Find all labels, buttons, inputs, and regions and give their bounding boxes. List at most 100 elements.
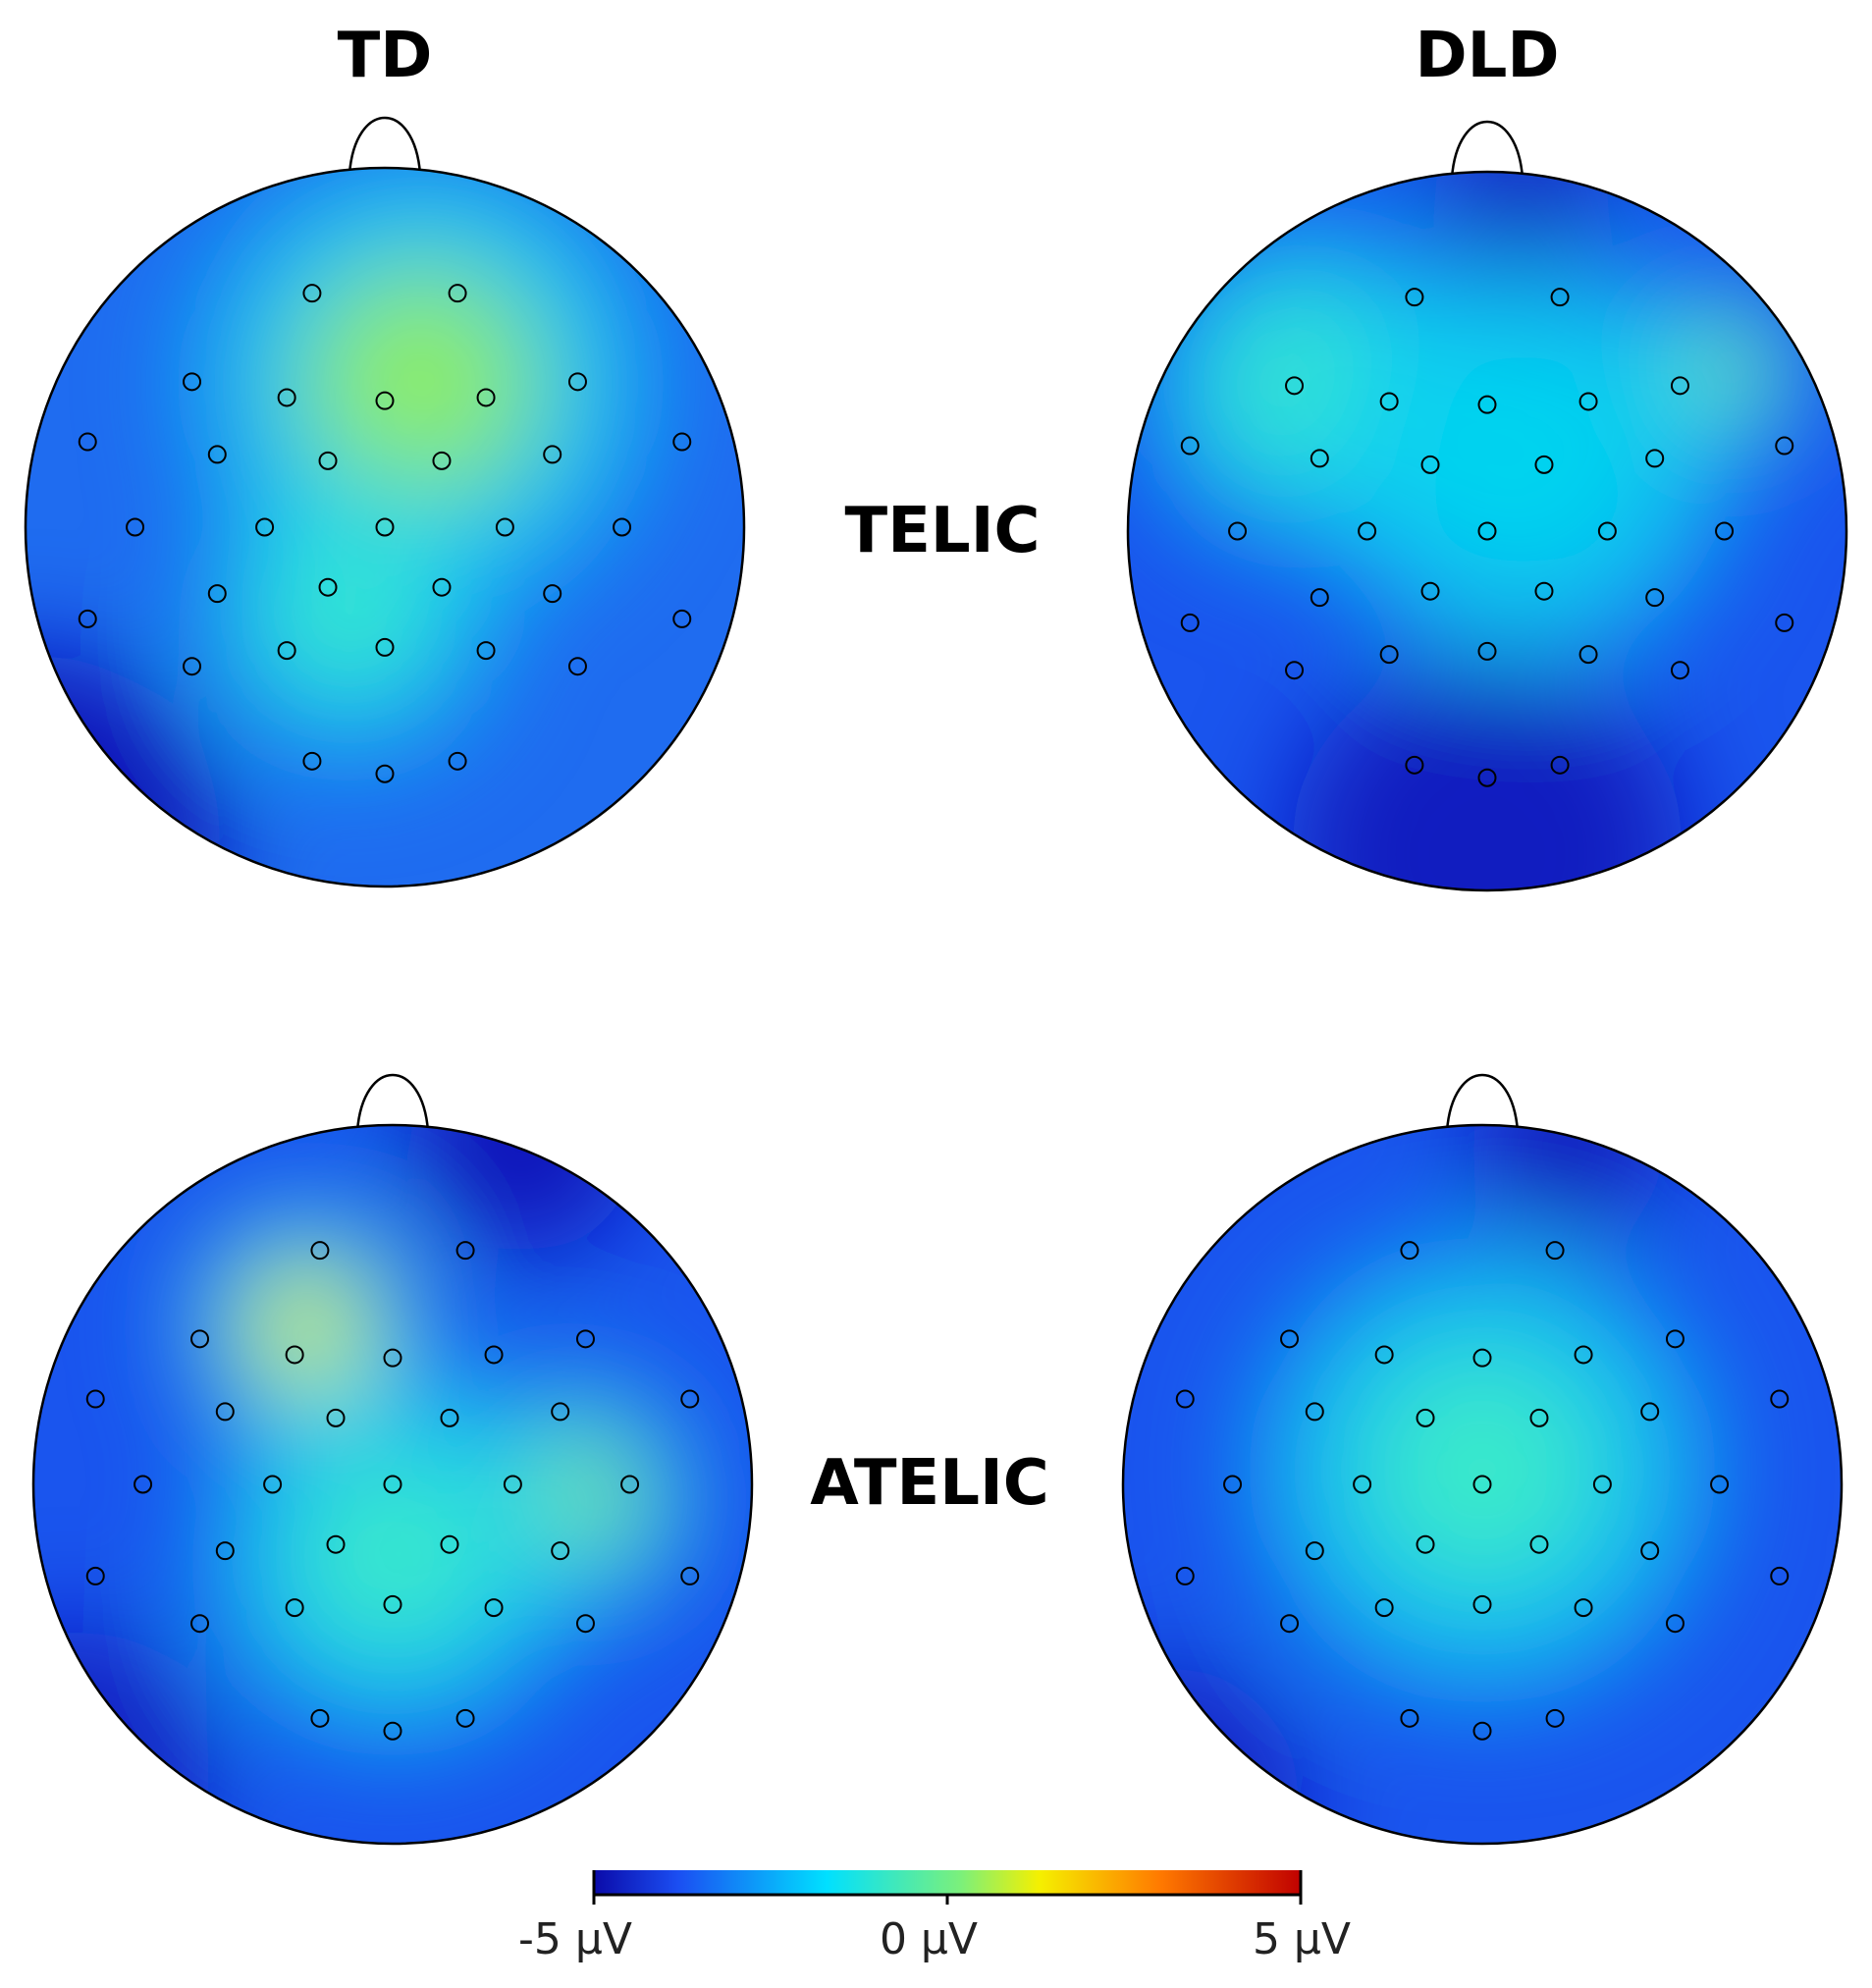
row-label-telic: TELIC <box>845 495 1041 567</box>
topo-map-dld-atelic <box>1121 1074 1844 1846</box>
electrode-marker <box>1775 436 1794 456</box>
potential-peak <box>1364 1351 1601 1589</box>
electrode-marker <box>1534 455 1554 474</box>
electrode-marker <box>126 517 145 537</box>
electrode-marker <box>183 657 202 676</box>
electrode-marker <box>78 609 97 628</box>
electrode-marker <box>1597 521 1617 541</box>
electrode-marker <box>1645 588 1665 608</box>
electrode-marker <box>1715 521 1735 541</box>
electrode-marker <box>1379 645 1399 665</box>
electrode-marker <box>375 764 395 783</box>
electrode-marker <box>383 1594 402 1614</box>
electrode-marker <box>1416 1534 1435 1554</box>
electrode-marker <box>1665 1614 1685 1634</box>
electrode-marker <box>1310 449 1329 468</box>
electrode-marker <box>1400 1708 1419 1728</box>
potential-trough <box>1289 657 1685 890</box>
electrode-marker <box>1180 436 1200 456</box>
electrode-marker <box>1477 768 1497 787</box>
electrode-marker <box>476 388 496 407</box>
electrode-marker <box>1472 1721 1492 1741</box>
electrode-marker <box>620 1475 640 1494</box>
electrode-marker <box>1665 1329 1685 1349</box>
electrode-marker <box>1640 1402 1660 1422</box>
electrode-marker <box>1578 645 1598 665</box>
electrode-marker <box>1374 1598 1394 1618</box>
electrode-marker <box>285 1598 304 1618</box>
electrode-marker <box>207 445 227 464</box>
electrode-marker <box>432 577 452 597</box>
electrode-marker <box>1775 613 1794 632</box>
electrode-marker <box>1477 521 1497 541</box>
electrode-marker <box>575 1329 595 1349</box>
electrode-marker <box>1472 1594 1492 1614</box>
electrode-marker <box>78 432 97 452</box>
electrode-marker <box>551 1541 570 1561</box>
electrode-marker <box>383 1348 402 1368</box>
electrode-marker <box>215 1402 235 1422</box>
electrode-marker <box>567 372 587 392</box>
colorbar-label-zero: 0 µV <box>880 1914 978 1964</box>
head-outline <box>1126 170 1848 892</box>
electrode-marker <box>1180 613 1200 632</box>
electrode-marker <box>1477 395 1497 414</box>
electrode-marker <box>1670 376 1689 396</box>
electrode-marker <box>383 1475 402 1494</box>
electrode-marker <box>318 451 338 470</box>
electrode-marker <box>1305 1541 1324 1561</box>
electrode-marker <box>134 1475 153 1494</box>
electrode-marker <box>285 1345 304 1365</box>
electrode-marker <box>1529 1534 1549 1554</box>
potential-peak <box>295 1459 490 1654</box>
topo-map-td-atelic <box>31 1074 754 1846</box>
electrode-marker <box>1175 1566 1195 1585</box>
electrode-marker <box>302 751 322 771</box>
electrode-marker <box>1379 392 1399 411</box>
row-label-atelic: ATELIC <box>810 1447 1049 1520</box>
potential-trough <box>1468 1125 1670 1241</box>
potential-trough <box>406 1125 637 1255</box>
electrode-marker <box>455 1241 475 1261</box>
electrode-marker <box>1353 1475 1372 1494</box>
electrode-marker <box>543 445 562 464</box>
electrode-marker <box>85 1389 105 1409</box>
electrode-marker <box>375 517 395 537</box>
head-outline <box>1121 1123 1844 1846</box>
electrode-marker <box>680 1566 700 1585</box>
electrode-marker <box>85 1566 105 1585</box>
head-outline <box>24 166 746 888</box>
potential-peak <box>301 264 540 503</box>
electrode-marker <box>1285 661 1305 680</box>
electrode-marker <box>1405 288 1424 307</box>
electrode-marker <box>190 1329 210 1349</box>
electrode-marker <box>1578 392 1598 411</box>
electrode-marker <box>575 1614 595 1634</box>
electrode-marker <box>1710 1475 1730 1494</box>
electrode-marker <box>1175 1389 1195 1409</box>
nose-marker <box>348 117 422 175</box>
electrode-marker <box>207 584 227 604</box>
electrode-marker <box>503 1475 522 1494</box>
electrode-marker <box>383 1721 402 1741</box>
electrode-marker <box>1645 449 1665 468</box>
electrode-marker <box>190 1614 210 1634</box>
electrode-marker <box>1550 755 1570 775</box>
electrode-marker <box>680 1389 700 1409</box>
electrode-marker <box>1223 1475 1243 1494</box>
electrode-marker <box>551 1402 570 1422</box>
electrode-marker <box>255 517 275 537</box>
colorbar-gradient <box>593 1870 1302 1895</box>
electrode-marker <box>375 391 395 410</box>
electrode-marker <box>277 388 296 407</box>
electrode-marker <box>440 1534 459 1554</box>
electrode-marker <box>1592 1475 1612 1494</box>
topo-map-dld-telic <box>1126 121 1848 892</box>
electrode-marker <box>326 1408 346 1427</box>
electrode-marker <box>1228 521 1248 541</box>
electrode-marker <box>432 451 452 470</box>
electrode-marker <box>1358 521 1377 541</box>
colorbar: -5 µV 0 µV 5 µV <box>518 1870 1351 1964</box>
potential-peak <box>1415 351 1631 567</box>
electrode-marker <box>1545 1241 1565 1261</box>
